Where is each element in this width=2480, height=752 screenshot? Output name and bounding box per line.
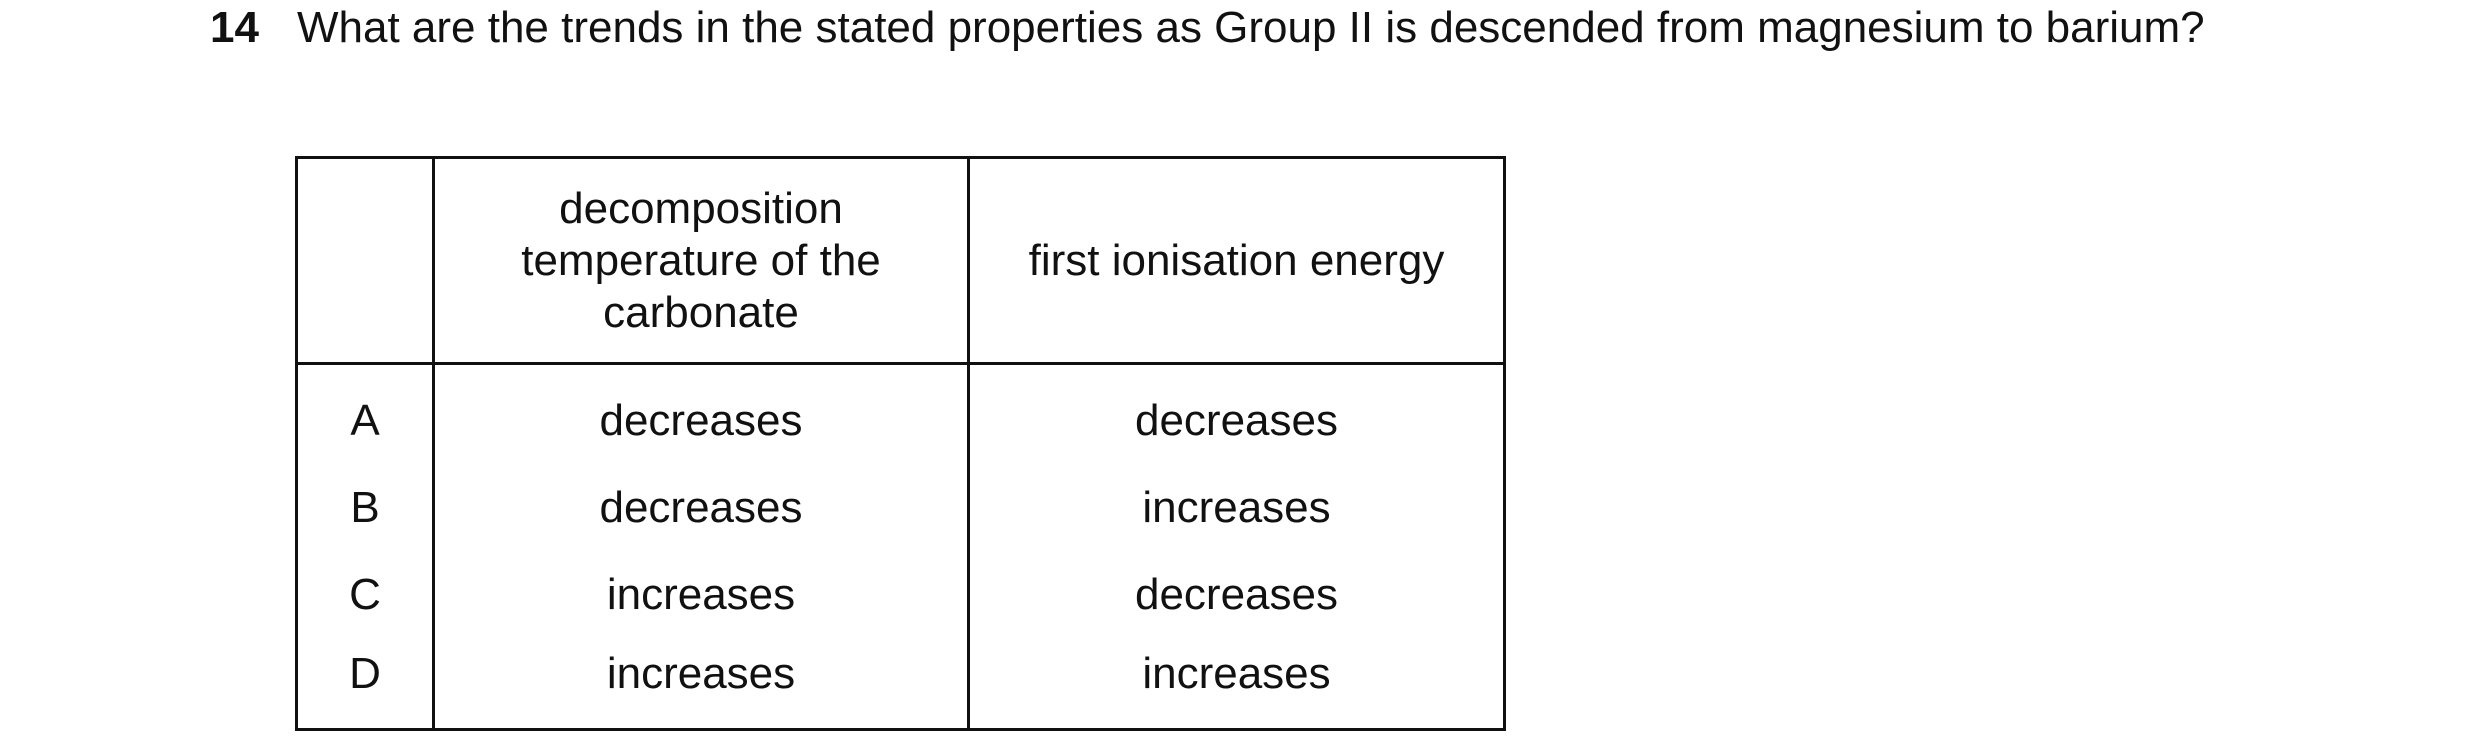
first-ionisation-energy-cell: increases	[967, 638, 1506, 731]
table-header-row: decomposition temperature of the carbona…	[295, 156, 1506, 365]
table-row-option-b: B decreases increases	[295, 464, 1506, 551]
option-letter: C	[295, 551, 435, 638]
option-letter: B	[295, 464, 435, 551]
answer-options-table: decomposition temperature of the carbona…	[295, 156, 1506, 731]
option-letter: D	[295, 638, 435, 731]
first-ionisation-energy-cell: decreases	[967, 363, 1506, 464]
table-row-option-d: D increases increases	[295, 638, 1506, 731]
decomposition-temperature-cell: increases	[432, 551, 970, 638]
question-number: 14	[210, 3, 259, 52]
decomposition-temperature-cell: decreases	[432, 363, 970, 464]
table-row-option-c: C increases decreases	[295, 551, 1506, 638]
table-row-option-a: A decreases decreases	[295, 363, 1506, 464]
decomposition-temperature-cell: increases	[432, 638, 970, 731]
first-ionisation-energy-cell: decreases	[967, 551, 1506, 638]
question-text: What are the trends in the stated proper…	[297, 3, 2205, 52]
decomposition-temperature-cell: decreases	[432, 464, 970, 551]
header-decomposition-temperature: decomposition temperature of the carbona…	[432, 156, 970, 365]
header-option-letter	[295, 156, 435, 365]
option-letter: A	[295, 363, 435, 464]
header-first-ionisation-energy: first ionisation energy	[967, 156, 1506, 365]
first-ionisation-energy-cell: increases	[967, 464, 1506, 551]
